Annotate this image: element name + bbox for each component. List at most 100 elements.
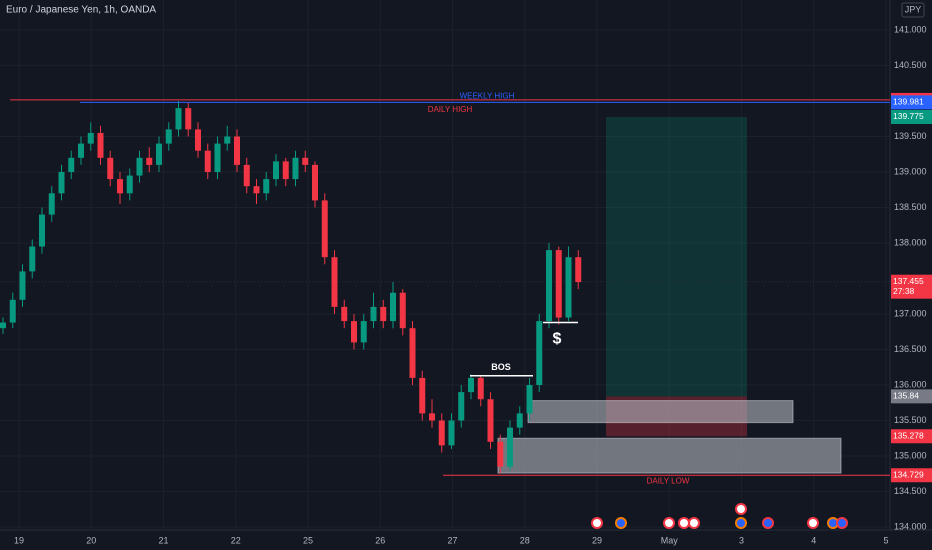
y-tick-label: 138.000 — [894, 237, 927, 247]
y-tick-label: 139.000 — [894, 166, 927, 176]
candle-body — [448, 420, 455, 446]
candle-body — [360, 321, 367, 343]
event-icon[interactable] — [591, 517, 603, 529]
countdown: 27:38 — [893, 286, 915, 296]
level-label: WEEKLY HIGH — [460, 91, 515, 100]
candle-body — [87, 132, 94, 144]
candle-body — [273, 161, 279, 180]
price-tag — [891, 95, 932, 110]
candle-body — [48, 193, 55, 215]
candle-body — [214, 143, 221, 172]
event-icons — [591, 503, 848, 529]
plot — [0, 101, 890, 474]
y-tick-label: 134.000 — [894, 521, 927, 531]
candle-body — [497, 441, 504, 467]
candle-body — [351, 321, 357, 343]
candle-body — [468, 377, 474, 393]
candle-body — [78, 143, 84, 158]
price-tag — [891, 468, 932, 483]
candle-body — [97, 132, 104, 158]
y-tick-label: 136.000 — [894, 379, 927, 389]
candle-body — [516, 413, 523, 428]
level-label: DAILY LOW — [647, 476, 690, 485]
x-tick-label: 29 — [592, 535, 602, 545]
candle-body — [204, 150, 211, 172]
candle-body — [175, 108, 182, 130]
event-icon[interactable] — [678, 517, 690, 529]
x-tick-label: May — [661, 535, 679, 545]
demand-zone — [527, 400, 794, 424]
event-icon[interactable] — [663, 517, 675, 529]
event-icon[interactable] — [688, 517, 700, 529]
price-tag-label: 139.981 — [893, 97, 924, 107]
x-tick-label: 21 — [158, 535, 168, 545]
demand-zone — [497, 437, 842, 474]
event-icon[interactable] — [807, 517, 819, 529]
candle-body — [0, 322, 6, 329]
price-tag-label: 134.729 — [893, 469, 924, 479]
candle-body — [399, 292, 406, 329]
candle-body — [390, 292, 396, 322]
candle-body — [9, 299, 16, 323]
y-tick-label: 135.500 — [894, 415, 927, 425]
chart-title: Euro / Japanese Yen, 1h, OANDA — [6, 5, 156, 16]
event-icon[interactable] — [735, 503, 747, 515]
candle-body — [165, 129, 172, 144]
candle-body — [370, 306, 377, 322]
candle-body — [341, 306, 348, 322]
price-tag — [891, 109, 932, 124]
candle-body — [458, 392, 465, 421]
candle-body — [234, 136, 240, 165]
event-icon[interactable] — [735, 517, 747, 529]
candle-body — [282, 161, 289, 180]
price-tag-label: 135.84 — [893, 391, 919, 401]
price-tag — [891, 274, 932, 299]
candle-body — [380, 306, 387, 322]
candle-body — [546, 250, 552, 322]
candle-body — [555, 250, 562, 318]
candle-body — [224, 136, 231, 144]
candle-body — [409, 328, 416, 378]
y-tick-label: 139.500 — [894, 131, 927, 141]
candle-body — [195, 129, 201, 151]
candle-body — [39, 214, 45, 247]
candle-body — [263, 179, 270, 194]
x-tick-label: 19 — [14, 535, 24, 545]
candle-body — [243, 164, 250, 187]
candle-body — [107, 157, 114, 180]
candle-body — [19, 271, 26, 300]
price-tag-label: 135.278 — [893, 431, 924, 441]
candle-body — [526, 385, 533, 414]
annotation-label: $ — [553, 331, 562, 348]
y-tick-label: 141.000 — [894, 24, 927, 34]
candle-body — [302, 157, 309, 165]
price-tag — [891, 389, 932, 404]
candle-body — [565, 257, 572, 318]
candle-body — [185, 108, 192, 130]
currency-box — [901, 2, 925, 18]
candle-body — [253, 186, 260, 194]
y-tick-label: 136.500 — [894, 344, 927, 354]
event-icon[interactable] — [615, 517, 627, 529]
candle-body — [536, 321, 543, 385]
x-tick-label: 4 — [811, 535, 816, 545]
x-tick-label: 3 — [739, 535, 744, 545]
candle-body — [156, 143, 162, 165]
currency: JPY — [905, 4, 922, 14]
annotation-label: BOS — [491, 362, 511, 372]
y-tick-label: 137.000 — [894, 308, 927, 318]
x-tick-label: 22 — [231, 535, 241, 545]
y-tick-label: 134.500 — [894, 486, 927, 496]
candle-body — [117, 179, 123, 194]
candle-body — [292, 157, 299, 180]
candle-body — [68, 157, 75, 172]
event-icon[interactable] — [836, 517, 848, 529]
y-tick-label: 135.000 — [894, 450, 927, 460]
candle-body — [575, 257, 582, 283]
event-icon[interactable] — [762, 517, 774, 529]
candle-body — [438, 420, 445, 446]
x-tick-label: 28 — [520, 535, 530, 545]
x-tick-label: 27 — [447, 535, 457, 545]
take-profit-zone — [606, 116, 747, 397]
